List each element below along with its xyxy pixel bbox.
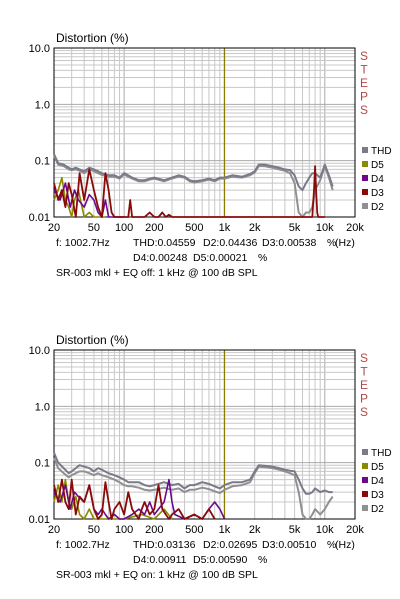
x-tick-label: 100 (115, 524, 133, 536)
series-line-d2 (53, 155, 334, 218)
readout-value: f: 1002.7Hz (56, 237, 110, 249)
legend-label-thd: THD (371, 146, 392, 157)
x-tick-label: 1k (219, 524, 231, 536)
y-tick-label: 0.1 (35, 156, 50, 168)
readout-value: THD:0.04559 (133, 237, 196, 249)
legend-label-d4: D4 (371, 174, 384, 185)
chart-caption: SR-003 mkl + EQ off: 1 kHz @ 100 dB SPL (56, 267, 258, 279)
chart-title: Distortion (%) (56, 333, 129, 347)
distortion-chart-eq-on: Distortion (%) 10.0 1.0 0.1 0.01 20 50 100 200 50… (0, 302, 400, 592)
watermark-letter: E (360, 378, 368, 392)
watermark-letter: P (360, 90, 368, 104)
y-tick-label: 10.0 (29, 345, 50, 357)
watermark-letter: S (360, 49, 368, 63)
legend-swatch-d5 (362, 161, 368, 167)
x-unit-label: (Hz) (335, 539, 355, 551)
series-line-thd (53, 153, 334, 192)
readout-value: f: 1002.7Hz (56, 539, 110, 551)
x-tick-label: 2k (249, 524, 261, 536)
series-line-d5 (53, 478, 173, 520)
readout-value: D5:0.00590 (193, 554, 247, 566)
series-line-d3 (53, 478, 216, 520)
legend-swatch-d2 (362, 505, 368, 511)
readout-value: D3:0.00510 (262, 539, 316, 551)
x-tick-label: 200 (145, 524, 163, 536)
series-line-d2 (53, 457, 334, 520)
x-tick-label: 20k (346, 524, 364, 536)
readout-value: D2:0.02695 (203, 539, 257, 551)
y-tick-label: 0.1 (35, 458, 50, 470)
legend-label-d5: D5 (371, 462, 384, 473)
series-line-d3 (53, 165, 325, 218)
x-tick-label: 50 (88, 524, 100, 536)
distortion-chart-eq-off: Distortion (%) 10.0 1.0 0.1 0.01 20 50 100 200 50… (0, 0, 400, 290)
readout-value: % (327, 237, 336, 249)
legend-swatch-d3 (362, 491, 368, 497)
legend-label-d3: D3 (371, 490, 384, 501)
y-tick-label: 1.0 (35, 401, 50, 413)
readout-value: % (258, 252, 267, 264)
legend-swatch-d4 (362, 175, 368, 181)
y-tick-label: 0.01 (29, 514, 50, 526)
y-tick-label: 1.0 (35, 99, 50, 111)
legend-label-d4: D4 (371, 476, 384, 487)
legend-label-d2: D2 (371, 504, 384, 515)
x-tick-label: 20k (346, 222, 364, 234)
readout-value: D2:0.04436 (203, 237, 257, 249)
x-tick-label: 2k (249, 222, 261, 234)
legend-swatch-d2 (362, 203, 368, 209)
plot-frame (53, 349, 356, 520)
watermark-letter: E (360, 76, 368, 90)
readout-value: D4:0.00911 (133, 554, 187, 566)
x-tick-label: 1k (219, 222, 231, 234)
x-tick-label: 200 (145, 222, 163, 234)
watermark-letter: S (360, 351, 368, 365)
plot-frame (53, 47, 356, 218)
x-tick-label: 10k (316, 524, 334, 536)
x-tick-label: 100 (115, 222, 133, 234)
y-tick-label: 0.01 (29, 212, 50, 224)
x-tick-label: 5k (289, 524, 301, 536)
readout-value: THD:0.03136 (133, 539, 196, 551)
x-unit-label: (Hz) (335, 237, 355, 249)
watermark-letter: S (360, 405, 368, 419)
x-tick-label: 10k (316, 222, 334, 234)
legend-swatch-d5 (362, 463, 368, 469)
legend-label-d2: D2 (371, 202, 384, 213)
readout-value: D5:0.00021 (193, 252, 247, 264)
series-line-thd (53, 452, 333, 495)
chart-title: Distortion (%) (56, 31, 129, 45)
x-tick-label: 20 (48, 524, 60, 536)
readout-value: % (327, 539, 336, 551)
watermark-letter: T (360, 63, 368, 77)
x-tick-label: 500 (185, 524, 203, 536)
legend-swatch-thd (362, 449, 368, 455)
readout-value: % (258, 554, 267, 566)
legend-label-d3: D3 (371, 188, 384, 199)
x-tick-label: 20 (48, 222, 60, 234)
x-tick-label: 50 (88, 222, 100, 234)
x-tick-label: 500 (185, 222, 203, 234)
legend-label-d5: D5 (371, 160, 384, 171)
legend-swatch-thd (362, 147, 368, 153)
watermark-letter: T (360, 365, 368, 379)
watermark-letter: P (360, 392, 368, 406)
x-tick-label: 5k (289, 222, 301, 234)
readout-value: D4:0.00248 (133, 252, 187, 264)
watermark-letter: S (360, 103, 368, 117)
y-tick-label: 10.0 (29, 43, 50, 55)
legend-swatch-d4 (362, 477, 368, 483)
readout-value: D3:0.00538 (262, 237, 316, 249)
chart-caption: SR-003 mkl + EQ on: 1 kHz @ 100 dB SPL (56, 569, 258, 581)
legend-label-thd: THD (371, 448, 392, 459)
legend-swatch-d3 (362, 189, 368, 195)
